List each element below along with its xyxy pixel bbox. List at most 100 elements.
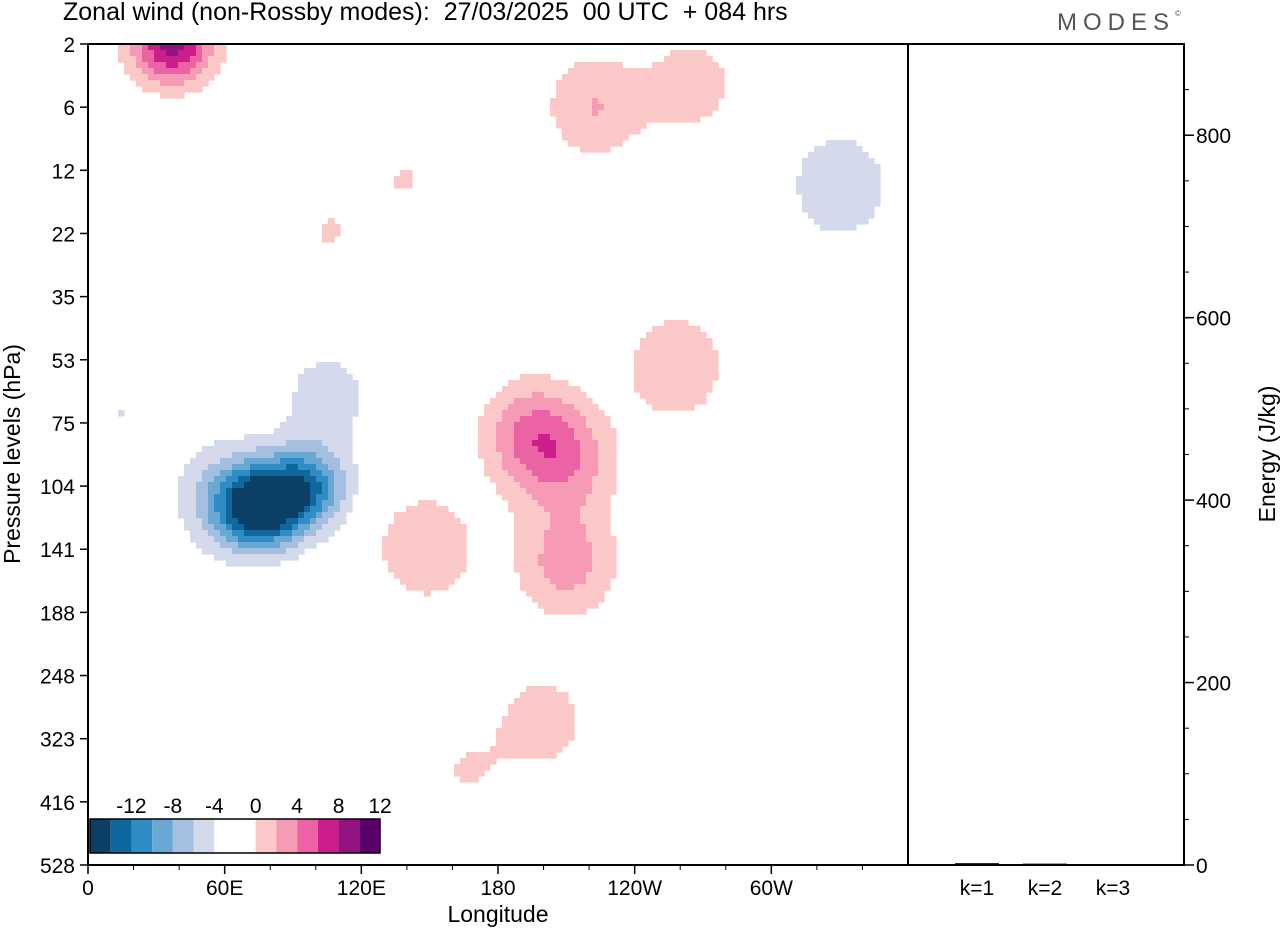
heatmap-cell xyxy=(292,518,299,525)
heatmap-cell xyxy=(604,470,611,477)
heatmap-cell xyxy=(298,392,305,399)
heatmap-cell xyxy=(574,584,581,591)
heatmap-cell xyxy=(568,470,575,477)
heatmap-cell xyxy=(310,452,317,459)
heatmap-cell xyxy=(568,494,575,501)
heatmap-cell xyxy=(586,560,593,567)
heatmap-cell xyxy=(520,560,527,567)
heatmap-cell xyxy=(646,356,653,363)
heatmap-cell xyxy=(556,746,563,753)
heatmap-cell xyxy=(676,320,683,327)
heatmap-cell xyxy=(862,170,869,177)
heatmap-cell xyxy=(238,494,245,501)
heatmap-cell xyxy=(292,530,299,537)
heatmap-cell xyxy=(250,446,257,453)
heatmap-cell xyxy=(640,386,647,393)
heatmap-cell xyxy=(304,452,311,459)
heatmap-cell xyxy=(394,560,401,567)
energy-tick-label: 0 xyxy=(1196,855,1208,878)
heatmap-cell xyxy=(652,92,659,99)
heatmap-cell xyxy=(562,500,569,507)
heatmap-cell xyxy=(586,596,593,603)
heatmap-cell xyxy=(814,182,821,189)
heatmap-cell xyxy=(520,518,527,525)
heatmap-cell xyxy=(688,86,695,93)
heatmap-cell xyxy=(568,506,575,513)
heatmap-cell xyxy=(712,368,719,375)
heatmap-cell xyxy=(220,530,227,537)
heatmap-cell xyxy=(610,128,617,135)
heatmap-cell xyxy=(424,518,431,525)
heatmap-cell xyxy=(514,476,521,483)
heatmap-cell xyxy=(568,500,575,507)
heatmap-cell xyxy=(556,602,563,609)
heatmap-cell xyxy=(286,548,293,555)
heatmap-cell xyxy=(256,530,263,537)
heatmap-cell xyxy=(154,68,161,75)
heatmap-cell xyxy=(142,80,149,87)
heatmap-cell xyxy=(862,152,869,159)
heatmap-cell xyxy=(526,470,533,477)
heatmap-cell xyxy=(322,458,329,465)
heatmap-cell xyxy=(196,500,203,507)
heatmap-cell xyxy=(538,716,545,723)
heatmap-cell xyxy=(400,512,407,519)
heatmap-cell xyxy=(454,554,461,561)
heatmap-cell xyxy=(580,476,587,483)
heatmap-cell xyxy=(568,458,575,465)
heatmap-cell xyxy=(238,512,245,519)
heatmap-cell xyxy=(136,44,143,51)
heatmap-cell xyxy=(220,518,227,525)
heatmap-cell xyxy=(478,434,485,441)
heatmap-cell xyxy=(514,470,521,477)
heatmap-cell xyxy=(592,452,599,459)
heatmap-cell xyxy=(328,452,335,459)
heatmap-cell xyxy=(640,74,647,81)
heatmap-cell xyxy=(700,380,707,387)
heatmap-cell xyxy=(172,50,179,57)
heatmap-cell xyxy=(838,206,845,213)
heatmap-cell xyxy=(574,608,581,615)
heatmap-cell xyxy=(556,728,563,735)
heatmap-cell xyxy=(496,422,503,429)
heatmap-cell xyxy=(202,74,209,81)
heatmap-cell xyxy=(670,362,677,369)
heatmap-cell xyxy=(244,542,251,549)
heatmap-cell xyxy=(196,86,203,93)
heatmap-cell xyxy=(544,428,551,435)
heatmap-cell xyxy=(664,110,671,117)
heatmap-cell xyxy=(586,542,593,549)
heatmap-cell xyxy=(496,458,503,465)
heatmap-cell xyxy=(556,740,563,747)
heatmap-cell xyxy=(244,530,251,537)
heatmap-cell xyxy=(520,530,527,537)
heatmap-cell xyxy=(526,524,533,531)
heatmap-cell xyxy=(712,92,719,99)
heatmap-cell xyxy=(394,518,401,525)
heatmap-cell xyxy=(334,224,341,231)
bar-frame xyxy=(907,43,1185,866)
heatmap-cell xyxy=(520,416,527,423)
heatmap-cell xyxy=(592,416,599,423)
heatmap-cell xyxy=(664,374,671,381)
heatmap-cell xyxy=(484,452,491,459)
heatmap-cell xyxy=(280,488,287,495)
heatmap-cell xyxy=(598,146,605,153)
heatmap-cell xyxy=(268,530,275,537)
heatmap-cell xyxy=(550,518,557,525)
heatmap-cell xyxy=(508,494,515,501)
heatmap-cell xyxy=(460,530,467,537)
heatmap-cell xyxy=(340,368,347,375)
heatmap-cell xyxy=(556,104,563,111)
heatmap-cell xyxy=(664,350,671,357)
heatmap-cell xyxy=(604,110,611,117)
heatmap-cell xyxy=(262,488,269,495)
heatmap-cell xyxy=(340,434,347,441)
heatmap-cell xyxy=(328,506,335,513)
heatmap-cell xyxy=(436,524,443,531)
heatmap-cell xyxy=(574,548,581,555)
heatmap-cell xyxy=(226,440,233,447)
heatmap-cell xyxy=(808,164,815,171)
heatmap-cell xyxy=(658,332,665,339)
heatmap-cell xyxy=(220,506,227,513)
